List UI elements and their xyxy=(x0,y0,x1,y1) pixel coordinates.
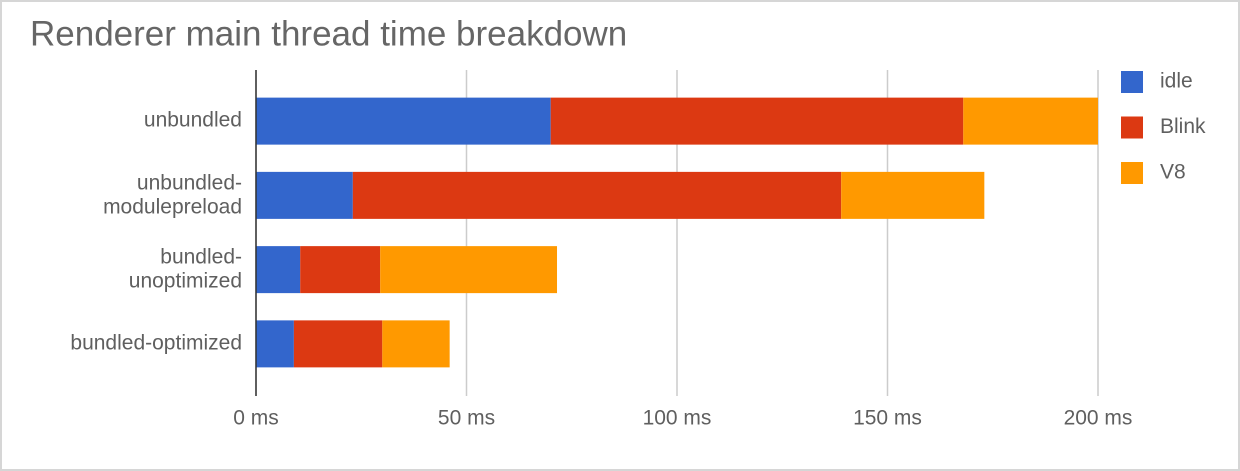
bar-segment xyxy=(382,320,450,368)
bar-segment xyxy=(300,246,381,294)
bar-segment xyxy=(963,97,1098,145)
bar-segment xyxy=(380,246,558,294)
bar-segment xyxy=(352,171,842,219)
legend-label: Blink xyxy=(1160,115,1206,138)
y-tick-label: bundled-optimized xyxy=(70,331,242,354)
legend-swatch xyxy=(1121,162,1143,184)
bar-segment xyxy=(256,97,551,145)
bar-segment xyxy=(256,320,294,368)
legend-label: idle xyxy=(1160,70,1193,93)
y-tick-label: unbundled-modulepreload xyxy=(103,171,242,218)
bar-segment xyxy=(256,171,353,219)
y-tick-label: unbundled xyxy=(144,109,242,132)
bar-segment xyxy=(293,320,383,368)
x-tick-label: 0 ms xyxy=(233,407,279,430)
x-tick-label: 200 ms xyxy=(1064,407,1133,430)
y-tick-label: bundled-unoptimized xyxy=(129,245,242,292)
bar-segment xyxy=(256,246,301,294)
bar-segment xyxy=(550,97,964,145)
legend-label: V8 xyxy=(1160,161,1186,184)
legend-swatch xyxy=(1121,116,1143,139)
bar-segment xyxy=(841,171,985,219)
x-tick-label: 50 ms xyxy=(438,407,495,430)
x-tick-label: 100 ms xyxy=(643,407,712,430)
x-tick-label: 150 ms xyxy=(853,407,922,430)
legend-swatch xyxy=(1121,71,1143,93)
chart-title: Renderer main thread time breakdown xyxy=(30,14,627,53)
